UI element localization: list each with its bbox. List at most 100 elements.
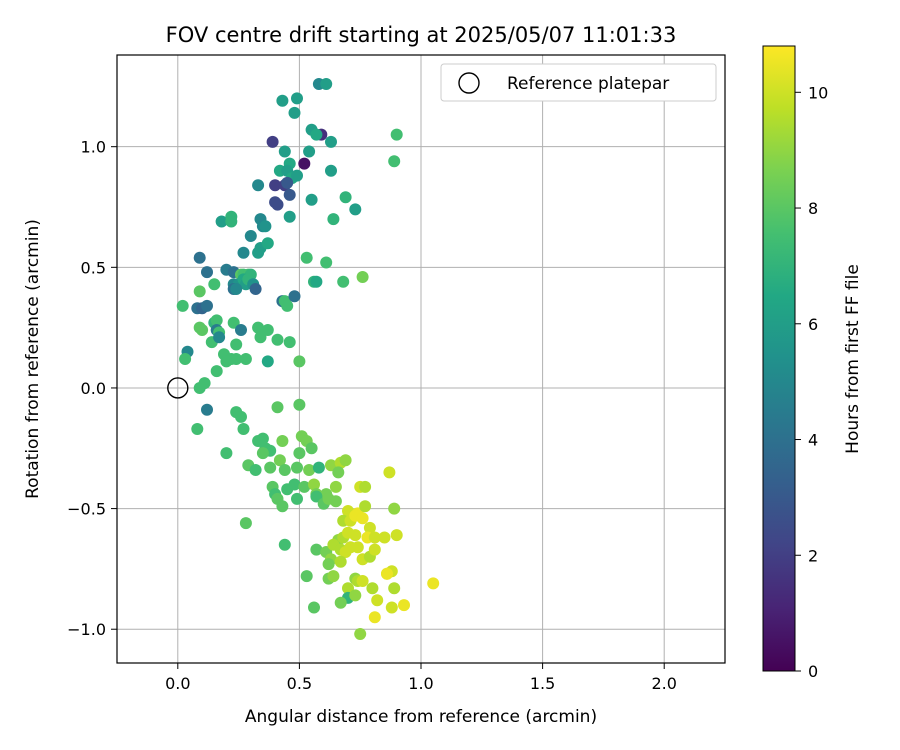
x-tick-label: 1.5 <box>530 674 555 693</box>
data-point <box>252 179 265 192</box>
data-point <box>225 215 238 228</box>
data-point <box>220 355 233 368</box>
data-point <box>191 423 204 435</box>
data-point <box>283 336 296 349</box>
data-point <box>310 128 323 141</box>
data-point <box>283 188 296 201</box>
data-point <box>366 582 379 595</box>
data-point <box>288 106 301 119</box>
data-point <box>235 410 247 423</box>
data-point <box>252 246 265 259</box>
data-point <box>201 266 213 279</box>
colorbar-tick-label: 10 <box>808 83 828 102</box>
colorbar-tick-label: 4 <box>808 431 818 450</box>
data-point <box>230 283 243 295</box>
data-point <box>291 92 303 105</box>
legend: Reference platepar <box>440 63 717 102</box>
data-point <box>288 478 301 491</box>
data-point <box>179 353 192 365</box>
data-point <box>230 353 243 365</box>
data-point <box>339 191 352 204</box>
data-point <box>193 251 206 264</box>
data-point <box>356 575 369 587</box>
data-point <box>381 567 393 580</box>
y-axis-label: Rotation from reference (arcmin) <box>23 219 43 499</box>
reference-platepar-marker <box>167 377 189 399</box>
colorbar <box>762 45 796 672</box>
data-point <box>273 454 286 467</box>
data-point <box>220 447 233 460</box>
data-point <box>196 324 209 336</box>
y-axis: −1.0 −0.5 0.0 0.5 1.0 <box>67 138 117 639</box>
data-point <box>261 237 274 250</box>
data-point <box>368 611 381 624</box>
data-point <box>368 543 381 556</box>
data-point <box>390 529 403 542</box>
data-point <box>256 447 269 460</box>
legend-marker-icon <box>458 72 480 94</box>
data-point <box>363 521 376 534</box>
y-tick-label: −0.5 <box>67 500 106 519</box>
data-point <box>388 155 401 168</box>
x-tick-label: 0.5 <box>287 674 312 693</box>
data-point <box>281 176 294 189</box>
data-point <box>281 299 294 312</box>
data-point <box>303 464 316 476</box>
data-point <box>269 196 282 209</box>
data-point <box>334 596 347 609</box>
data-point <box>193 382 206 394</box>
data-point <box>283 210 296 223</box>
data-points <box>176 78 440 640</box>
data-point <box>278 145 291 158</box>
chart-title: FOV centre drift starting at 2025/05/07 … <box>166 23 677 47</box>
data-point <box>322 558 335 571</box>
data-point <box>329 495 342 508</box>
data-point <box>305 193 318 206</box>
colorbar-tick-label: 8 <box>808 199 818 218</box>
x-axis: 0.0 0.5 1.0 1.5 2.0 <box>165 663 677 693</box>
data-point <box>337 275 350 288</box>
x-tick-label: 2.0 <box>651 674 676 693</box>
grid-lines <box>117 55 725 663</box>
data-point <box>320 256 333 269</box>
data-point <box>349 589 362 602</box>
data-point <box>239 517 252 530</box>
y-tick-label: 1.0 <box>81 138 106 157</box>
data-point <box>308 478 320 491</box>
data-point <box>300 251 313 264</box>
data-point <box>293 398 306 411</box>
data-point <box>398 599 410 612</box>
data-point <box>325 459 337 472</box>
data-point <box>208 278 221 291</box>
colorbar-tick-label: 2 <box>808 546 818 565</box>
data-point <box>237 246 250 259</box>
data-point <box>261 355 274 368</box>
x-tick-label: 1.0 <box>408 674 433 693</box>
data-point <box>210 314 223 327</box>
data-point <box>332 466 345 479</box>
data-point <box>291 169 303 182</box>
data-point <box>388 502 401 515</box>
colorbar-label: Hours from first FF file <box>843 264 863 454</box>
data-point <box>303 145 316 158</box>
data-point <box>266 135 279 148</box>
data-point <box>227 316 240 329</box>
data-point <box>259 220 272 233</box>
data-point <box>378 531 391 544</box>
data-point <box>256 432 269 445</box>
data-point <box>388 582 401 595</box>
data-point <box>427 577 440 590</box>
data-point <box>264 461 277 474</box>
data-point <box>312 461 325 474</box>
data-point <box>354 628 367 640</box>
data-point <box>300 570 313 583</box>
data-point <box>237 423 250 435</box>
data-point <box>261 324 274 336</box>
data-point <box>293 447 306 460</box>
y-tick-label: 0.5 <box>81 258 106 277</box>
data-point <box>249 464 262 476</box>
data-point <box>193 285 206 298</box>
data-point <box>210 365 223 378</box>
data-point <box>356 512 369 525</box>
data-point <box>310 490 323 503</box>
